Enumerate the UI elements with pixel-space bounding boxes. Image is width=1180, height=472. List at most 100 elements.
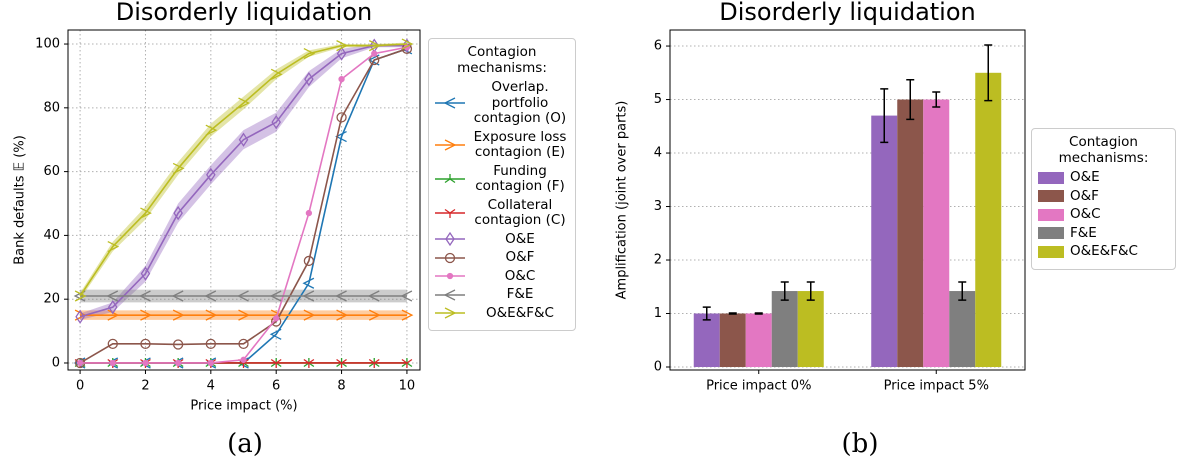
- legend-label: Overlap. portfolio contagion (O): [473, 79, 567, 127]
- legend-label: O&C: [504, 267, 536, 284]
- line: [79, 44, 407, 318]
- marker: [109, 359, 116, 367]
- marker: [303, 255, 315, 267]
- chart-title: Disorderly liquidation: [116, 0, 373, 26]
- marker: [338, 75, 345, 83]
- x-tick-label: 8: [337, 379, 345, 394]
- legend-label: F&E: [1070, 224, 1097, 241]
- bar: [693, 313, 720, 368]
- line: [79, 43, 407, 297]
- marker: [174, 359, 182, 367]
- marker: [171, 290, 184, 302]
- marker: [142, 359, 149, 367]
- legend-item: O&C: [435, 267, 569, 285]
- marker: [270, 358, 282, 368]
- legend-item: Collateral contagion (C): [435, 196, 569, 229]
- marker: [205, 124, 218, 136]
- marker: [303, 309, 316, 321]
- band: [80, 44, 407, 320]
- marker: [75, 309, 85, 324]
- marker: [204, 290, 217, 302]
- legend-swatch: [1038, 171, 1064, 184]
- error-bar: [958, 281, 967, 301]
- error-bar: [702, 306, 711, 321]
- marker: [302, 277, 315, 289]
- marker: [336, 40, 349, 52]
- y-tick-label: 2: [654, 253, 662, 268]
- legend-label: O&F: [505, 249, 535, 266]
- bar: [949, 291, 976, 368]
- legend-swatch: [435, 273, 465, 280]
- legend-swatch: [435, 209, 465, 219]
- marker: [368, 358, 380, 368]
- marker: [172, 339, 184, 350]
- legend-item: O&F: [435, 250, 569, 266]
- y-tick-label: 0: [654, 360, 662, 375]
- marker: [205, 338, 216, 349]
- marker: [140, 207, 152, 219]
- error-bar: [780, 281, 789, 301]
- legend-item: O&E: [1038, 170, 1169, 186]
- marker: [205, 309, 218, 321]
- marker: [444, 174, 456, 184]
- marker: [400, 290, 413, 302]
- plot-frame: [67, 29, 421, 371]
- series: [76, 44, 411, 367]
- marker: [173, 205, 183, 221]
- error-bar: [984, 44, 993, 102]
- caption: (a): [227, 429, 263, 459]
- error-bar: [754, 312, 763, 315]
- legend-patch: [1038, 245, 1064, 258]
- legend-swatch: [435, 97, 465, 109]
- error-bar: [906, 78, 915, 121]
- marker: [303, 358, 315, 368]
- marker: [74, 290, 87, 302]
- y-tick-label: 6: [654, 39, 662, 54]
- legend-label: O&F: [1070, 187, 1099, 204]
- legend-item: Overlap. portfolio contagion (O): [435, 79, 569, 127]
- legend-label: O&E: [505, 230, 535, 247]
- marker: [444, 139, 457, 151]
- series: [74, 38, 414, 302]
- line: [79, 48, 408, 364]
- marker: [336, 112, 347, 123]
- bar: [771, 291, 798, 368]
- legend-item: O&E&F&C: [1038, 244, 1169, 260]
- marker: [367, 290, 380, 302]
- marker: [172, 162, 185, 175]
- marker: [401, 309, 414, 321]
- legend-item: O&C: [1038, 207, 1169, 223]
- marker: [445, 232, 455, 247]
- legend-swatch: [435, 174, 465, 184]
- caption: (b): [842, 429, 879, 459]
- bar: [897, 99, 924, 368]
- marker: [368, 309, 381, 321]
- legend-label: O&E&F&C: [1070, 243, 1138, 260]
- marker: [401, 358, 413, 368]
- marker: [335, 290, 347, 302]
- marker: [238, 132, 249, 147]
- legend-swatch: [435, 232, 465, 247]
- legend-label: Collateral contagion (C): [474, 196, 566, 229]
- marker: [443, 97, 456, 109]
- marker: [237, 290, 249, 302]
- bar: [923, 99, 950, 368]
- marker: [273, 315, 280, 322]
- legend-swatch: [435, 289, 465, 301]
- marker: [107, 240, 120, 253]
- marker: [172, 309, 185, 321]
- marker: [140, 266, 151, 281]
- legend-title: Contagion mechanisms:: [457, 44, 547, 76]
- legend-patch: [1038, 171, 1064, 184]
- band: [80, 42, 407, 300]
- y-tick-label: 20: [43, 292, 60, 307]
- marker: [302, 290, 315, 302]
- y-tick-label: 4: [654, 146, 662, 161]
- legend-label: O&E: [1070, 169, 1100, 186]
- bar: [745, 313, 772, 368]
- plot-frame: [669, 29, 1026, 371]
- legend-item: O&E: [435, 230, 569, 248]
- marker: [336, 358, 347, 368]
- legend-item: Funding contagion (F): [435, 163, 569, 195]
